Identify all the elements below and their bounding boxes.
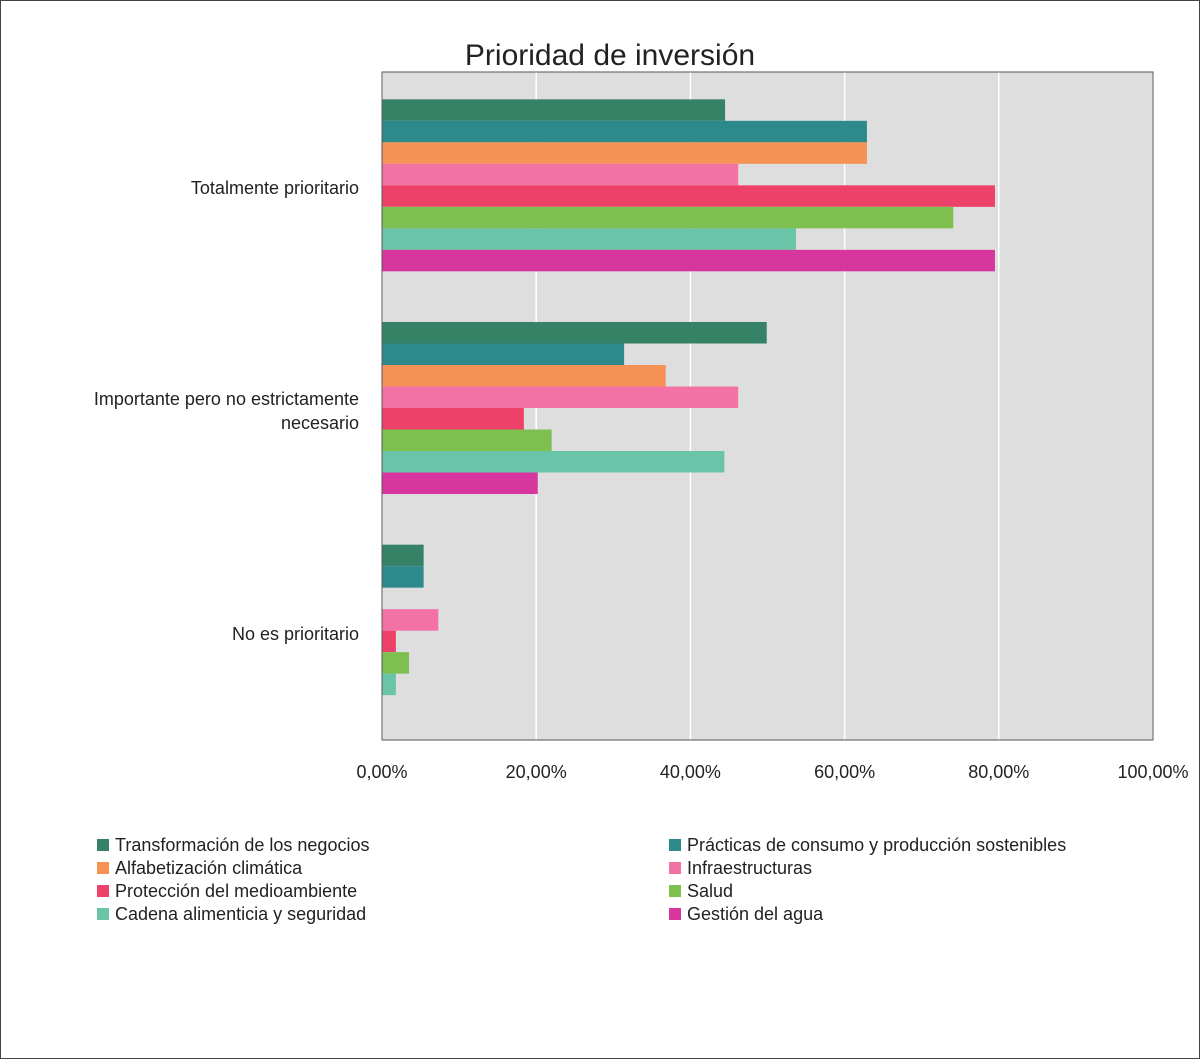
bar [382, 673, 396, 696]
bar [382, 609, 439, 631]
category-label: Importante pero no estrictamente necesar… [93, 389, 359, 433]
x-tick-label: 20,00% [506, 762, 567, 782]
legend-swatch [97, 885, 109, 897]
plot-border [381, 71, 1154, 741]
x-tick-label: 40,00% [660, 762, 721, 782]
category-label: No es prioritario [231, 623, 359, 644]
x-tick-label: 100,00% [1117, 762, 1188, 782]
bar [382, 206, 954, 229]
legend-label: Infraestructuras [687, 858, 812, 878]
x-tick-label: 0,00% [356, 762, 407, 782]
bar [382, 386, 739, 408]
bar [382, 142, 867, 164]
legend-label: Prácticas de consumo y producción sosten… [687, 835, 1066, 855]
bar [382, 472, 538, 494]
legend-label: Protección del medioambiente [115, 881, 357, 901]
x-tick-label: 80,00% [968, 762, 1029, 782]
category-label: Totalmente prioritario [190, 178, 359, 199]
bar [382, 99, 726, 121]
legend-swatch [97, 839, 109, 851]
legend-swatch [669, 862, 681, 874]
legend-swatch [97, 862, 109, 874]
bar [382, 120, 867, 143]
bar [382, 163, 739, 186]
x-tick-label: 60,00% [814, 762, 875, 782]
bar [382, 630, 396, 653]
bar [382, 228, 797, 250]
bar [382, 652, 409, 674]
bar [382, 365, 666, 387]
bar [382, 429, 552, 451]
legend-label: Gestión del agua [687, 904, 824, 924]
legend-label: Transformación de los negocios [115, 835, 369, 855]
legend-label: Alfabetización climática [115, 858, 303, 878]
legend-swatch [97, 908, 109, 920]
legend-swatch [669, 885, 681, 897]
bar [382, 322, 767, 344]
bar [382, 408, 524, 430]
bar [382, 566, 424, 588]
bar [382, 185, 995, 207]
legend-swatch [669, 908, 681, 920]
legend-label: Cadena alimenticia y seguridad [115, 904, 366, 924]
bar [382, 451, 725, 473]
bar [382, 544, 424, 567]
legend-label: Salud [687, 881, 733, 901]
bar [382, 343, 625, 365]
chart-title: Prioridad de inversión [465, 39, 755, 72]
legend-swatch [669, 839, 681, 851]
bar [382, 249, 995, 272]
